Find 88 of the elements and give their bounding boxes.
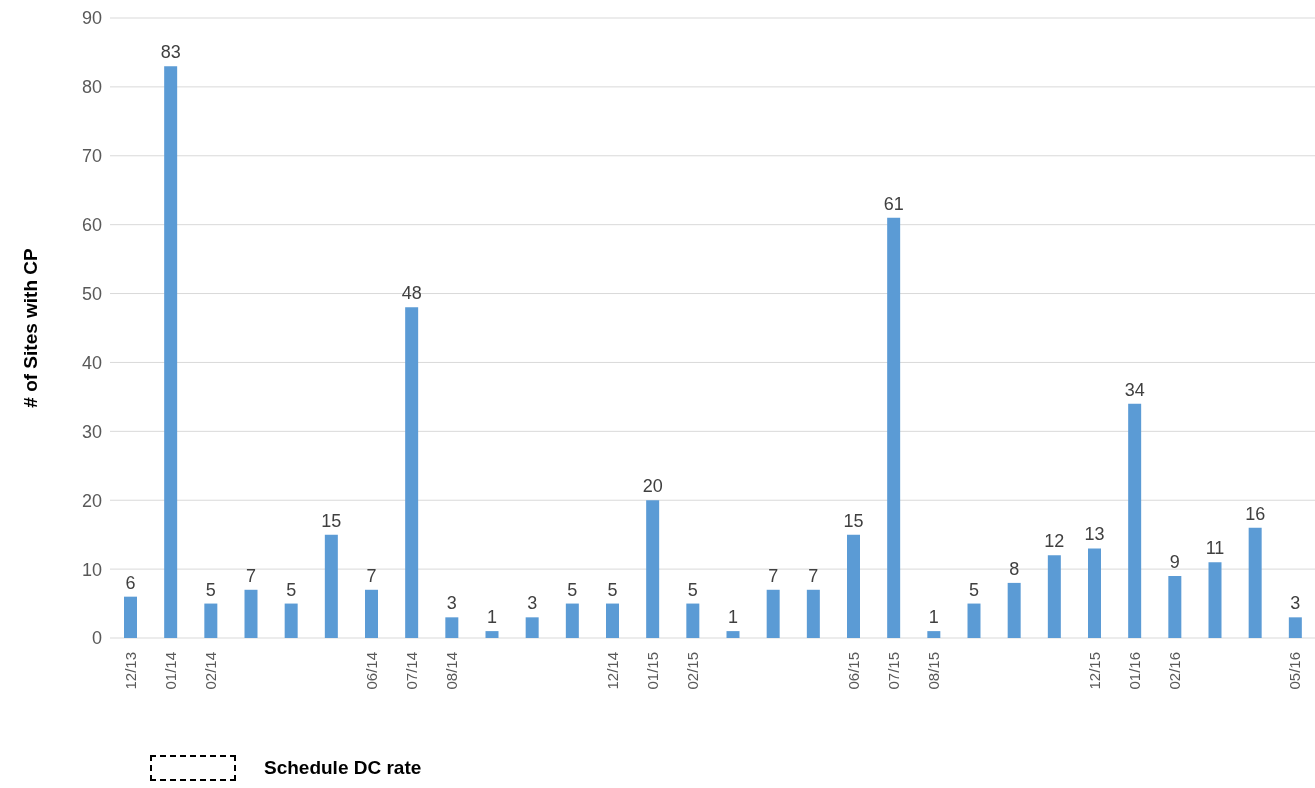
data-label: 3 — [1290, 593, 1301, 614]
bar — [1047, 555, 1061, 638]
data-label: 8 — [1009, 558, 1020, 579]
bar — [565, 603, 579, 638]
data-label: 5 — [205, 579, 216, 600]
data-label: 16 — [1245, 503, 1266, 524]
y-tick-label: 80 — [81, 77, 102, 98]
bar — [244, 589, 258, 638]
bar — [606, 603, 619, 638]
x-tick-label: 05/16 — [1286, 652, 1304, 690]
bar — [927, 631, 941, 638]
x-tick-label: 06/14 — [362, 652, 380, 690]
data-label: 7 — [366, 565, 377, 586]
bar — [324, 534, 338, 638]
y-axis-title: # of Sites with CP — [19, 247, 41, 408]
bar — [686, 603, 700, 638]
bar — [405, 307, 419, 638]
y-tick-label: 60 — [81, 215, 102, 236]
bar — [1128, 403, 1142, 638]
data-label: 48 — [401, 283, 422, 304]
x-tick-label: 12/14 — [603, 652, 621, 690]
y-tick-label: 70 — [81, 146, 102, 167]
data-label: 12 — [1044, 531, 1065, 552]
y-tick-label: 50 — [81, 283, 102, 304]
data-label: 7 — [808, 565, 819, 586]
x-tick-label: 08/14 — [442, 652, 460, 690]
y-tick-label: 90 — [81, 8, 102, 29]
x-tick-label: 12/15 — [1085, 652, 1103, 690]
data-label: 9 — [1169, 552, 1180, 572]
bar — [1208, 562, 1222, 638]
x-tick-label: 02/15 — [683, 652, 701, 690]
bar — [124, 596, 137, 638]
bar — [485, 631, 499, 638]
bar — [284, 603, 298, 638]
bar — [766, 589, 780, 638]
y-tick-label: 30 — [81, 421, 102, 442]
text: Schedule DC rate — [264, 757, 422, 779]
bar — [365, 589, 378, 638]
bar — [525, 617, 539, 638]
bar — [1007, 582, 1021, 638]
data-label: 5 — [567, 579, 578, 600]
data-label: 20 — [642, 476, 663, 497]
y-tick-label: 20 — [81, 490, 102, 511]
bar — [646, 500, 660, 638]
x-tick-label: 01/15 — [643, 652, 661, 690]
bar — [1288, 617, 1302, 638]
bar — [1088, 548, 1101, 638]
x-tick-label: 02/14 — [201, 652, 219, 690]
data-label: 15 — [321, 510, 342, 531]
x-tick-label: 07/14 — [402, 652, 420, 690]
data-label: 11 — [1205, 538, 1225, 559]
data-label: 61 — [883, 193, 904, 214]
data-label: 5 — [687, 579, 698, 600]
bar — [806, 589, 820, 638]
x-tick-label: 08/15 — [924, 652, 942, 690]
data-label: 3 — [446, 593, 457, 614]
x-tick-label: 06/15 — [844, 652, 862, 690]
data-label: 83 — [160, 42, 181, 63]
y-tick-label: 10 — [81, 559, 102, 580]
bar — [1168, 576, 1182, 638]
data-label: 5 — [968, 579, 980, 600]
bar — [847, 534, 860, 638]
bar — [204, 603, 218, 638]
data-label: 1 — [486, 607, 498, 628]
bar — [1248, 527, 1262, 638]
data-label: 1 — [928, 607, 939, 628]
bar — [726, 631, 740, 638]
data-label: 7 — [245, 565, 257, 586]
data-label: 1 — [727, 607, 739, 628]
x-tick-label: 02/16 — [1165, 652, 1183, 690]
x-tick-label: 01/14 — [161, 652, 179, 690]
data-label: 5 — [286, 579, 297, 600]
data-label: 6 — [125, 572, 136, 593]
x-tick-label: 01/16 — [1125, 652, 1143, 690]
bar — [445, 617, 459, 638]
data-label: 15 — [843, 510, 864, 531]
bar — [887, 217, 901, 638]
bar — [164, 66, 178, 638]
y-tick-label: 40 — [81, 352, 102, 373]
data-label: 5 — [607, 579, 618, 600]
y-tick-label: 0 — [91, 628, 102, 649]
x-tick-label: 12/13 — [121, 652, 139, 690]
data-label: 34 — [1124, 379, 1145, 400]
bar — [967, 603, 981, 638]
data-label: 7 — [768, 565, 779, 586]
data-label: 3 — [527, 593, 538, 614]
x-tick-label: 07/15 — [884, 652, 902, 690]
data-label: 13 — [1084, 524, 1105, 545]
